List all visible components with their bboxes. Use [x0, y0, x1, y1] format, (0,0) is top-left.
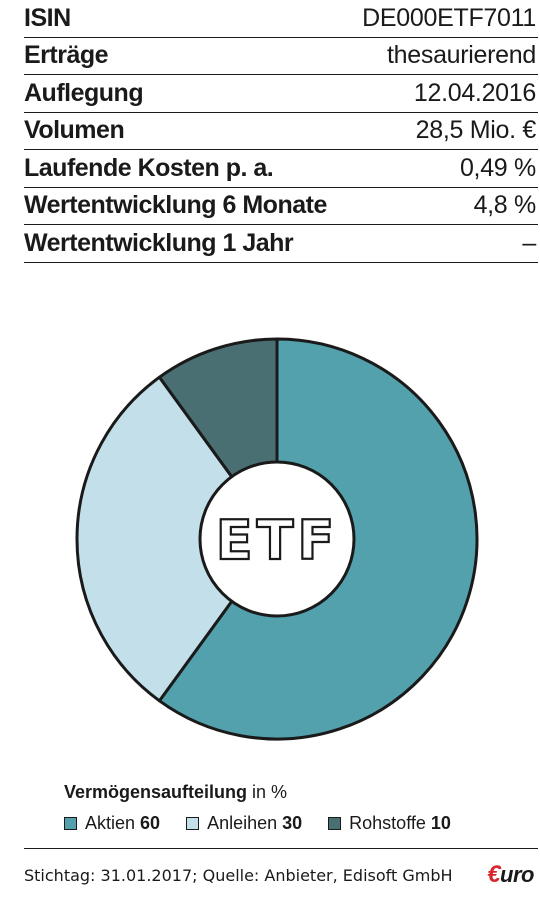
legend-swatch: [328, 817, 342, 830]
fact-label: ISIN: [24, 3, 71, 32]
legend-swatch: [186, 817, 200, 830]
legend-label: Aktien: [85, 813, 136, 833]
legend-value: 10: [430, 813, 451, 833]
fact-row-auflegung: Auflegung 12.04.2016: [24, 75, 538, 113]
logo-text: uro: [500, 862, 534, 887]
euro-logo: €uro: [487, 861, 538, 889]
pie-slice-anleihen: [75, 375, 279, 703]
fact-row-isin: ISIN DE000ETF7011: [24, 0, 538, 38]
fact-value: 4,8 %: [473, 191, 537, 220]
fact-row-perf-6m: Wertentwicklung 6 Monate 4,8 %: [24, 188, 538, 225]
fact-label: Wertentwicklung 1 Jahr: [24, 228, 294, 257]
legend-swatch: [64, 817, 77, 830]
fact-value: DE000ETF7011: [362, 3, 536, 32]
fact-value: 0,49 %: [459, 153, 536, 182]
source-note: Stichtag: 31.01.2017; Quelle: Anbieter, …: [24, 865, 453, 885]
footer: Stichtag: 31.01.2017; Quelle: Anbieter, …: [24, 848, 538, 889]
fact-row-ertraege: Erträge thesaurierend: [24, 38, 538, 75]
legend-title-unit: in %: [247, 782, 288, 802]
fact-value: 28,5 Mio. €: [415, 116, 537, 145]
fact-value: –: [522, 228, 536, 257]
legend-value: 60: [140, 813, 161, 833]
fact-label: Wertentwicklung 6 Monate: [24, 191, 327, 220]
fact-value: thesaurierend: [387, 41, 536, 70]
legend-title: Vermögensaufteilung in %: [64, 782, 287, 803]
fund-facts-table: ISIN DE000ETF7011 Erträge thesaurierend …: [24, 0, 538, 263]
fact-label: Volumen: [24, 116, 125, 145]
legend-item-anleihen: Anleihen 30: [186, 813, 302, 834]
donut-hole: [198, 460, 356, 618]
legend-label: Rohstoffe: [349, 813, 426, 833]
fact-label: Auflegung: [24, 78, 144, 107]
legend-value: 30: [282, 813, 303, 833]
logo-mark: €: [487, 861, 501, 888]
legend-item-aktien: Aktien 60: [64, 813, 160, 834]
center-label: ETF: [216, 509, 339, 572]
allocation-pie-chart: ETF: [75, 337, 479, 741]
fact-value: 12.04.2016: [413, 78, 536, 107]
fact-label: Erträge: [24, 41, 109, 70]
legend: Aktien 60 Anleihen 30 Rohstoffe 10: [64, 813, 451, 834]
legend-title-bold: Vermögensaufteilung: [64, 782, 248, 802]
fact-label: Laufende Kosten p. a.: [24, 153, 274, 182]
legend-label: Anleihen: [207, 813, 278, 833]
fact-row-perf-1y: Wertentwicklung 1 Jahr –: [24, 225, 538, 263]
fact-row-kosten: Laufende Kosten p. a. 0,49 %: [24, 150, 538, 188]
legend-item-rohstoffe: Rohstoffe 10: [328, 813, 451, 834]
fact-row-volumen: Volumen 28,5 Mio. €: [24, 113, 538, 150]
